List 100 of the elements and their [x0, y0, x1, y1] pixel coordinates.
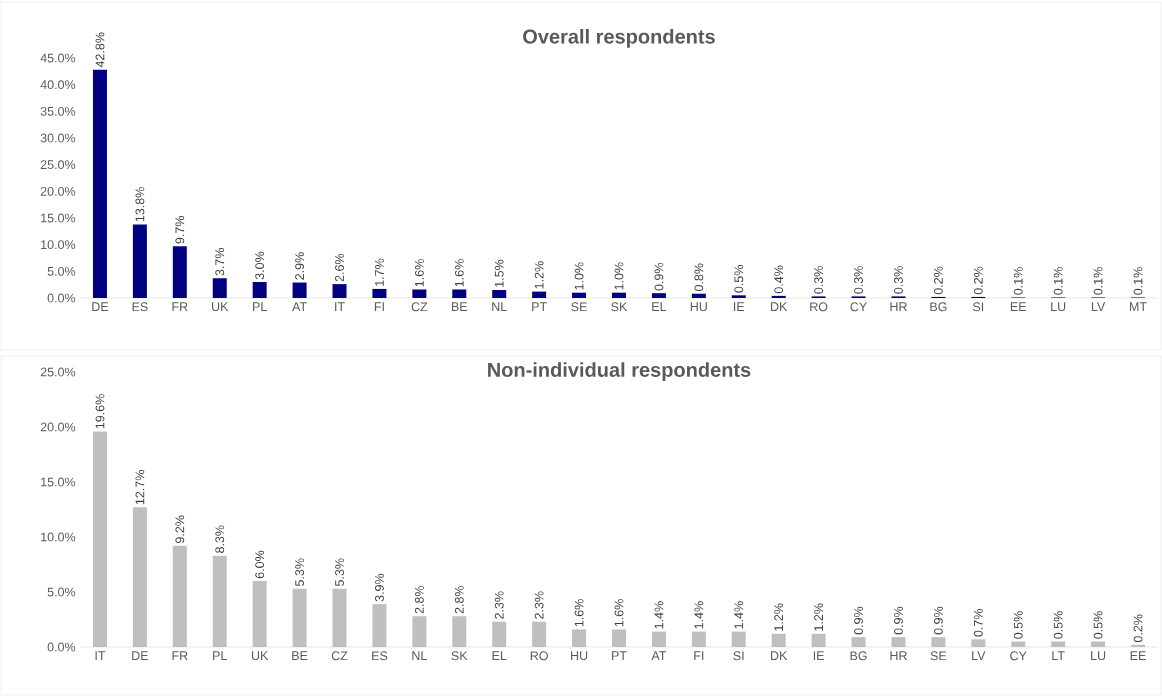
x-tick-label: RO	[810, 302, 828, 312]
data-label: 1.6%	[414, 259, 424, 287]
data-label: 0.5%	[1013, 611, 1023, 639]
x-tick-label: FR	[172, 651, 188, 660]
y-tick-label: 45.0%	[40, 53, 76, 63]
x-tick-label: SE	[571, 302, 587, 312]
chart-title: Non-individual respondents	[488, 362, 751, 381]
y-tick-label: 10.0%	[41, 532, 76, 542]
x-tick-label: HU	[690, 302, 707, 312]
x-tick-label: EL	[652, 302, 667, 311]
x-tick-label: SI	[972, 302, 984, 312]
x-tick-label: HR	[890, 651, 907, 660]
y-tick-label: 15.0%	[41, 213, 76, 223]
data-label: 0.3%	[894, 266, 903, 294]
y-tick-label: 0.0%	[47, 293, 76, 303]
data-label: 1.4%	[654, 601, 664, 629]
data-label: 1.6%	[454, 259, 464, 287]
bar	[292, 282, 307, 298]
y-tick-label: 25.0%	[40, 367, 76, 377]
data-label: 0.1%	[1013, 267, 1023, 295]
x-tick-label: FI	[694, 651, 704, 660]
x-tick-label: LV	[972, 651, 986, 660]
data-label: 1.7%	[375, 258, 384, 286]
bar	[372, 288, 387, 298]
x-tick-label: EE	[1130, 651, 1146, 660]
bar	[252, 282, 267, 298]
bar	[452, 289, 467, 298]
x-tick-label: FI	[374, 302, 384, 311]
bar	[132, 224, 147, 298]
y-tick-label: 40.0%	[40, 80, 76, 90]
x-tick-label: BG	[850, 651, 867, 661]
x-tick-label: NL	[492, 302, 507, 311]
y-tick-label: 20.0%	[40, 422, 76, 432]
data-label: 1.2%	[774, 603, 784, 631]
x-tick-label: HR	[890, 302, 907, 311]
data-label: 0.5%	[734, 265, 744, 293]
data-label: 2.3%	[494, 591, 504, 619]
data-label: 0.2%	[933, 266, 943, 295]
bar	[731, 295, 746, 298]
data-label: 3.9%	[375, 573, 384, 602]
x-tick-label: BE	[292, 651, 308, 660]
bar	[572, 292, 587, 298]
y-tick-label: 25.0%	[40, 160, 76, 170]
data-label: 1.6%	[614, 599, 624, 627]
data-label: 1.6%	[574, 599, 584, 627]
bar	[212, 278, 227, 298]
data-label: 8.3%	[215, 525, 225, 553]
data-label: 0.9%	[933, 606, 943, 635]
data-label: 3.7%	[215, 248, 225, 276]
data-label: 2.8%	[454, 585, 464, 614]
data-label: 1.2%	[814, 603, 824, 631]
data-label: 1.4%	[694, 601, 704, 629]
data-label: 42.8%	[95, 32, 105, 68]
y-tick-label: 5.0%	[47, 587, 76, 597]
x-tick-label: LT	[1052, 651, 1065, 660]
x-tick-label: UK	[251, 651, 269, 661]
data-label: 2.3%	[534, 591, 544, 619]
data-label: 0.1%	[1053, 267, 1063, 295]
data-label: 0.5%	[1093, 611, 1103, 639]
y-tick-label: 30.0%	[40, 133, 76, 143]
data-label: 0.2%	[973, 266, 983, 295]
y-tick-label: 15.0%	[41, 477, 76, 487]
data-label: 9.7%	[175, 216, 185, 244]
x-tick-label: LU	[1051, 302, 1066, 312]
data-label: 9.2%	[175, 515, 185, 544]
data-label: 0.3%	[854, 266, 863, 294]
x-tick-label: PT	[532, 302, 547, 311]
x-tick-label: MT	[1130, 302, 1147, 311]
x-tick-label: SE	[930, 651, 947, 661]
data-label: 2.9%	[295, 252, 305, 280]
data-label: 2.8%	[414, 585, 424, 614]
data-label: 1.2%	[534, 261, 544, 289]
bar	[332, 284, 347, 298]
x-tick-label: SK	[451, 651, 468, 661]
bar	[611, 292, 626, 298]
data-label: 1.5%	[494, 259, 504, 287]
data-label: 0.3%	[814, 266, 824, 294]
data-label: 5.3%	[335, 558, 344, 586]
chart-title: Overall respondents	[523, 28, 715, 48]
x-tick-label: UK	[212, 302, 229, 312]
data-label: 19.6%	[95, 394, 105, 429]
x-tick-label: DK	[771, 651, 788, 660]
x-tick-label: EL	[492, 651, 507, 660]
x-tick-label: PL	[213, 651, 227, 660]
data-label: 0.8%	[694, 263, 704, 292]
x-tick-label: BE	[451, 302, 468, 311]
y-tick-label: 5.0%	[47, 266, 76, 276]
bar	[532, 291, 547, 298]
x-tick-label: DE	[92, 302, 109, 311]
y-tick-label: 0.0%	[47, 642, 76, 652]
x-tick-label: HU	[571, 651, 588, 661]
data-label: 5.3%	[295, 558, 305, 586]
x-tick-label: IE	[734, 302, 745, 311]
data-label: 0.2%	[1133, 614, 1143, 643]
y-tick-label: 20.0%	[40, 186, 76, 196]
data-label: 0.9%	[894, 606, 903, 635]
data-label: 6.0%	[255, 550, 265, 579]
x-tick-label: SI	[733, 651, 744, 661]
x-tick-label: CZ	[411, 302, 428, 312]
data-label: 0.9%	[854, 606, 863, 635]
